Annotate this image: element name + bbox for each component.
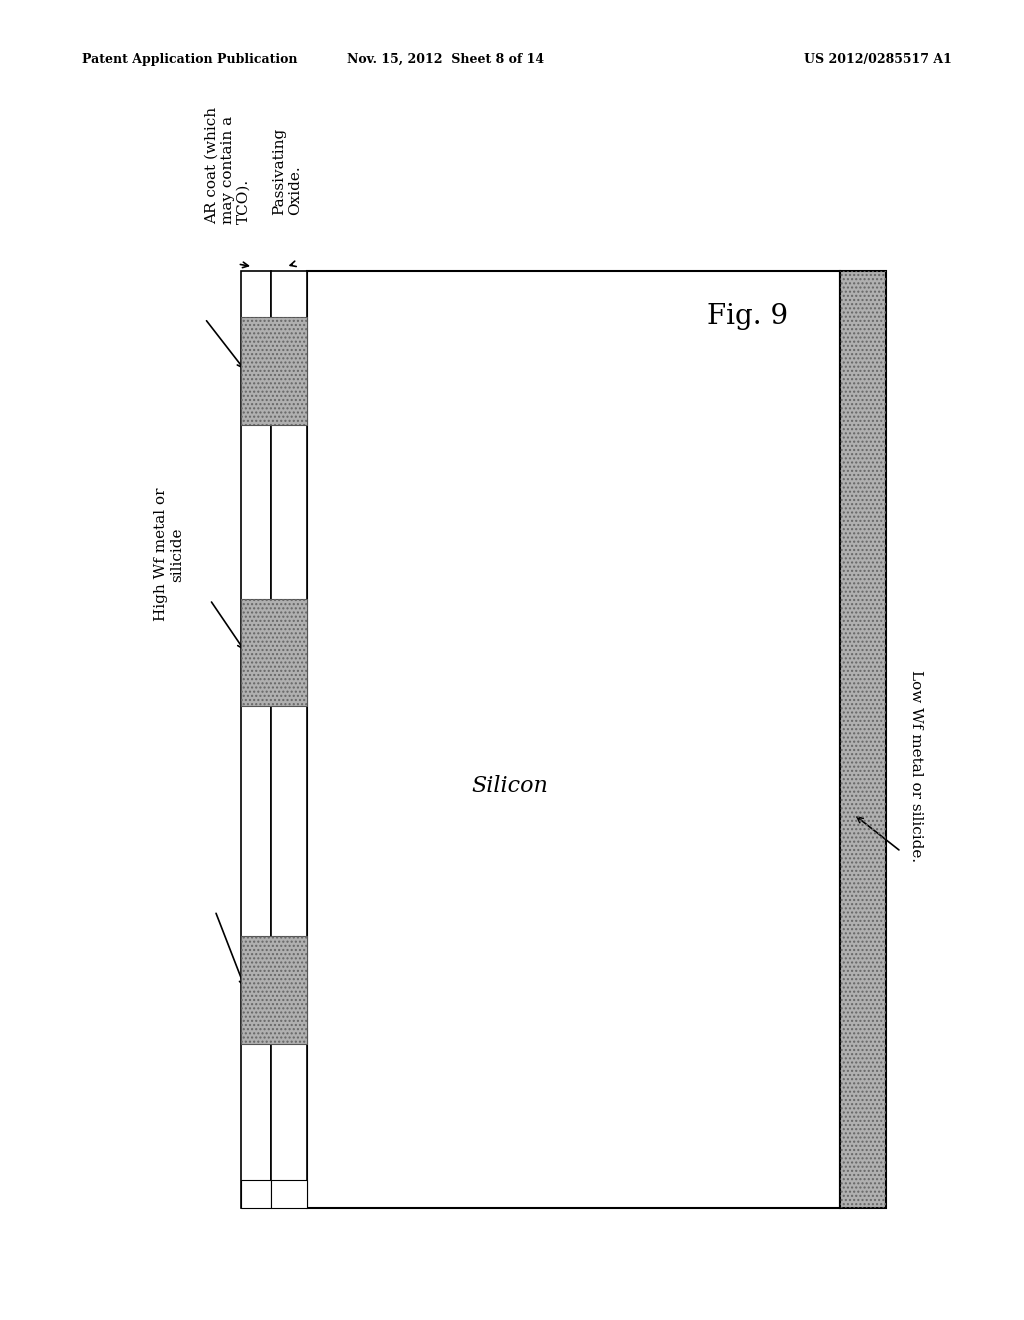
Bar	[241, 936, 307, 1044]
Text: Fig. 9: Fig. 9	[707, 304, 787, 330]
Text: US 2012/0285517 A1: US 2012/0285517 A1	[805, 53, 952, 66]
Text: Nov. 15, 2012  Sheet 8 of 14: Nov. 15, 2012 Sheet 8 of 14	[347, 53, 544, 66]
Text: High Wf metal or
silicide: High Wf metal or silicide	[154, 487, 184, 622]
Bar	[241, 1180, 271, 1208]
Bar	[241, 318, 307, 425]
Text: Low Wf metal or silicide.: Low Wf metal or silicide.	[909, 669, 924, 862]
Bar	[840, 271, 886, 1208]
Bar	[241, 271, 271, 1208]
Bar	[241, 936, 307, 1044]
Bar	[241, 599, 307, 706]
Bar	[307, 271, 840, 1208]
Bar	[241, 599, 307, 706]
Text: Patent Application Publication: Patent Application Publication	[82, 53, 297, 66]
Bar	[840, 271, 886, 1208]
Bar	[241, 318, 307, 425]
Bar	[271, 271, 307, 1208]
Text: AR coat (which
may contain a
TCO).: AR coat (which may contain a TCO).	[205, 107, 251, 223]
Text: Silicon: Silicon	[471, 775, 548, 797]
Bar	[271, 1180, 307, 1208]
Text: Passivating
Oxide.: Passivating Oxide.	[272, 128, 302, 215]
